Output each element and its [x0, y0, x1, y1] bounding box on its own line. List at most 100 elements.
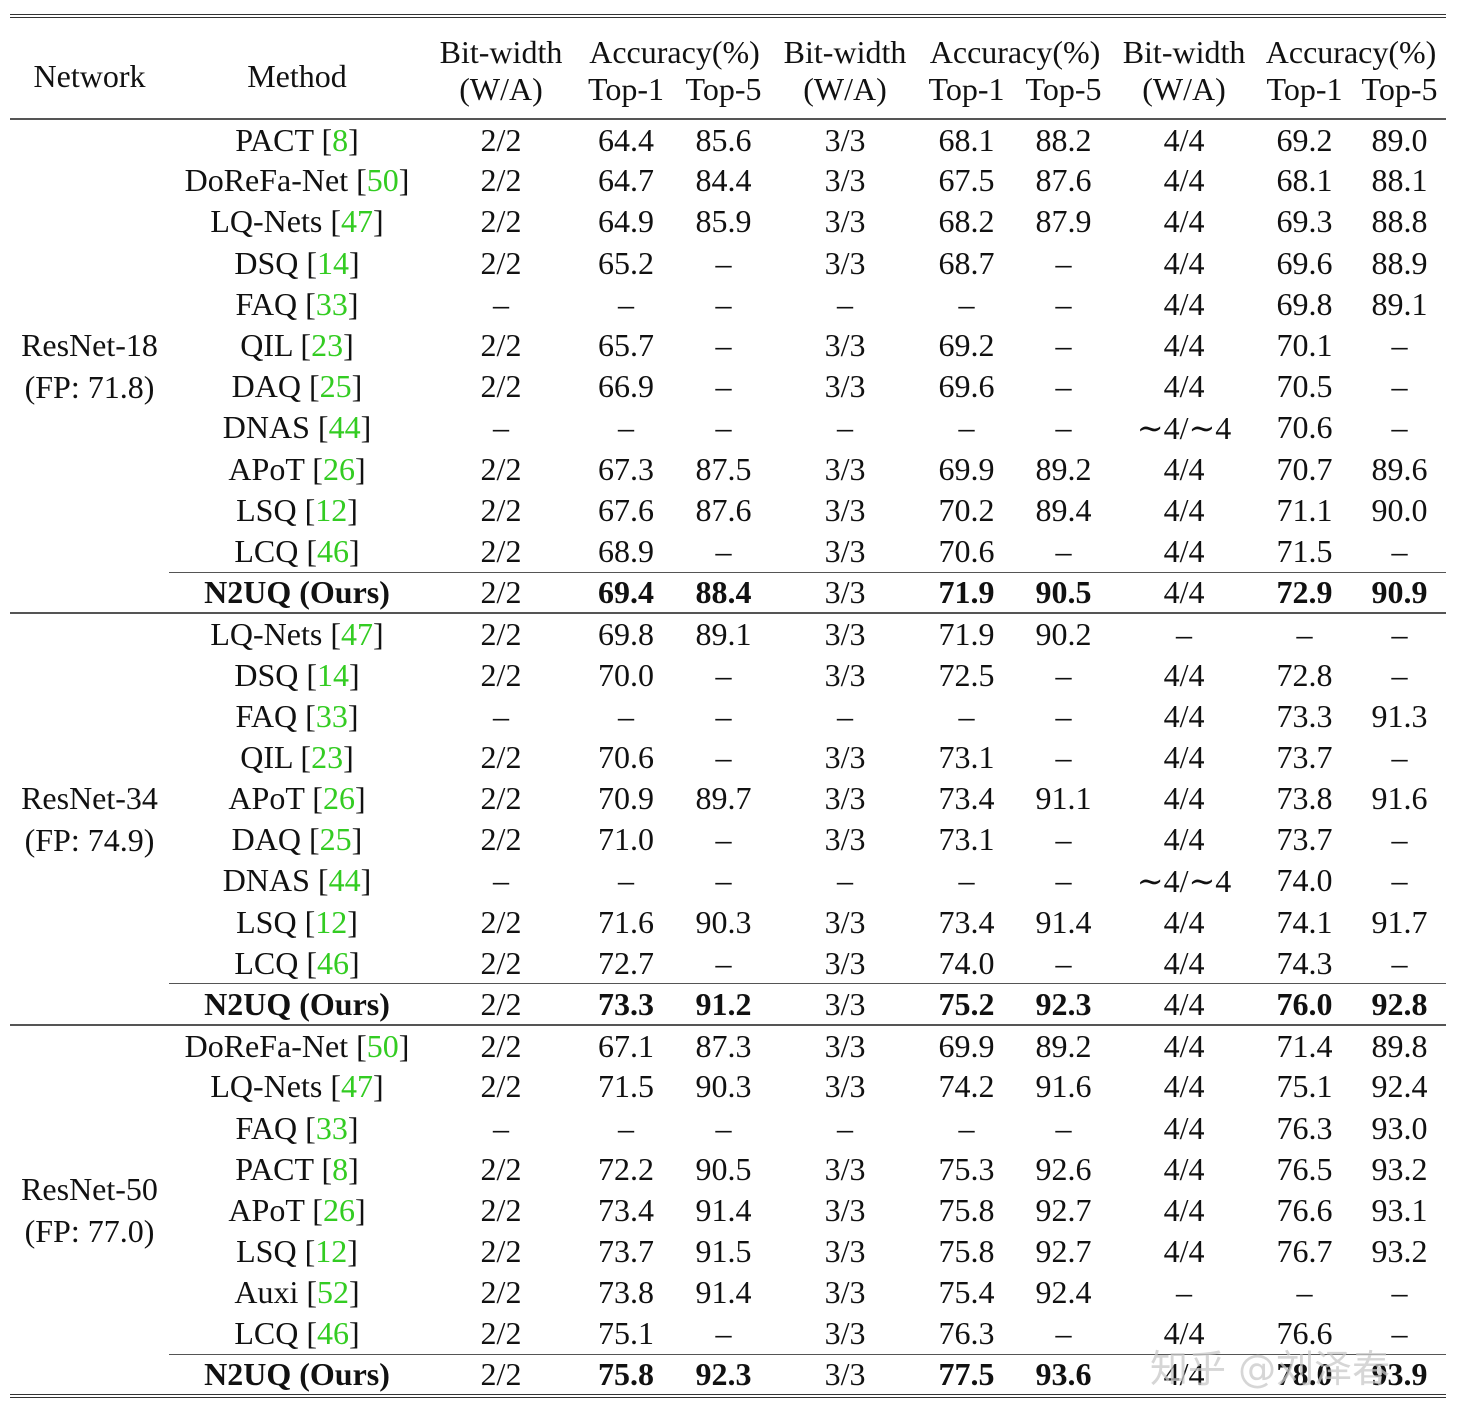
table-cell: 70.6: [598, 738, 654, 775]
table-cell: 76.5: [1276, 1150, 1333, 1187]
citation-link[interactable]: 46: [317, 1315, 349, 1352]
table-cell: 68.1: [1276, 162, 1333, 199]
table-cell: –: [1176, 1274, 1193, 1311]
table-cell: 4/4: [1163, 368, 1205, 405]
citation-link[interactable]: 33: [315, 285, 348, 322]
table-cell: –: [1055, 532, 1072, 569]
table-cell: 74.0: [1276, 862, 1333, 899]
method-cell: PACT [8]: [235, 1150, 359, 1187]
table-cell: –: [493, 862, 509, 899]
citation-link[interactable]: 12: [315, 903, 348, 940]
citation-link[interactable]: 50: [366, 1027, 399, 1064]
network-name: ResNet-18: [21, 327, 158, 364]
citation-link[interactable]: 8: [332, 1150, 349, 1187]
table-cell: –: [1296, 615, 1313, 652]
table-row: DoReFa-Net [50] 2/2 64.7 84.4 3/3 67.5 87.6 4/4…: [10, 160, 1446, 201]
citation-link[interactable]: 12: [315, 491, 348, 528]
table-row: APoT [26] 2/2 67.3 87.5 3/3 69.9 89.2 4/4 70.7 89…: [10, 449, 1446, 490]
citation-link[interactable]: 26: [322, 450, 355, 487]
table-cell: 90.5: [695, 1150, 752, 1187]
citation-link[interactable]: 26: [322, 1191, 355, 1228]
citation-link[interactable]: 26: [322, 780, 355, 817]
citation-link[interactable]: 46: [317, 532, 349, 569]
table-cell: 70.9: [598, 780, 654, 817]
network-name: ResNet-34: [21, 780, 158, 817]
table-cell: 75.4: [938, 1274, 995, 1311]
citation-link[interactable]: 50: [366, 162, 399, 199]
table-row: LCQ [46] 2/2 75.1 – 3/3 76.3 – 4/4 76.6 –: [10, 1313, 1446, 1354]
method-name: DNAS: [222, 862, 310, 899]
table-cell: –: [715, 368, 732, 405]
citation-link[interactable]: 23: [311, 738, 344, 775]
citation-link[interactable]: 33: [315, 697, 348, 734]
header-top5: Top-5: [685, 71, 762, 107]
citation-link[interactable]: 23: [311, 327, 344, 364]
table-cell: 3/3: [824, 1150, 866, 1187]
table-cell: 72.8: [1276, 656, 1333, 693]
table-cell: 4/4: [1163, 1027, 1205, 1064]
table-cell: 71.6: [598, 903, 654, 940]
citation-link[interactable]: 46: [317, 944, 349, 981]
table-cell: –: [493, 285, 509, 322]
table-cell: –: [837, 409, 854, 446]
citation-link[interactable]: 47: [340, 615, 373, 652]
table-cell: 91.4: [1035, 903, 1092, 940]
table-cell: 68.7: [938, 244, 995, 281]
table-cell: 69.2: [1276, 121, 1333, 158]
table-cell: 3/3: [824, 203, 866, 240]
table-cell: –: [1055, 1315, 1072, 1352]
table-cell: 2/2: [480, 1315, 522, 1352]
table-cell: –: [715, 285, 732, 322]
method-cell: LCQ [46]: [234, 1315, 360, 1352]
table-cell: –: [1055, 409, 1072, 446]
citation-link[interactable]: 44: [328, 409, 361, 446]
citation-link[interactable]: 14: [317, 656, 349, 693]
table-cell: 3/3: [772, 571, 919, 614]
table-cell: 4/4: [1163, 203, 1205, 240]
table-cell: 70.6: [1276, 409, 1333, 446]
table-cell: –: [1391, 327, 1408, 364]
table-cell: –: [1391, 1274, 1408, 1311]
table-cell: 72.5: [938, 656, 995, 693]
citation-link[interactable]: 44: [328, 862, 361, 899]
citation-link[interactable]: 25: [319, 821, 352, 858]
citation-link[interactable]: 47: [340, 1068, 373, 1105]
table-cell: 64.9: [598, 203, 654, 240]
method-cell: DSQ [14]: [234, 244, 360, 281]
table-cell: 73.4: [938, 903, 995, 940]
table-cell: 92.3: [675, 1354, 773, 1396]
network-fp: (FP: 71.8): [24, 369, 155, 406]
table-row: LQ-Nets [47] 2/2 64.9 85.9 3/3 68.2 87.9 4/4 69.…: [10, 201, 1446, 242]
table-cell: –: [618, 285, 634, 322]
table-cell: 72.9: [1256, 571, 1354, 614]
table-row: ResNet-18 (FP: 71.8) PACT [8] 2/2 64.4 85.6 3/…: [10, 119, 1446, 406]
table-row: Auxi [52] 2/2 73.8 91.4 3/3 75.4 92.4 – – –: [10, 1272, 1446, 1313]
table-cell: 2/2: [480, 821, 522, 858]
citation-link[interactable]: 8: [332, 121, 349, 158]
results-table: Network Method Bit-width Accuracy(%) Bit…: [10, 14, 1447, 1398]
table-row: LCQ [46] 2/2 72.7 – 3/3 74.0 – 4/4 74.3 –: [10, 943, 1446, 984]
citation-link[interactable]: 12: [315, 1233, 348, 1270]
table-cell: 3/3: [824, 1274, 866, 1311]
method-name: QIL: [240, 738, 293, 775]
method-cell: LCQ [46]: [234, 532, 360, 569]
table-row: FAQ [33] – – – – – – 4/4 76.3 93.0: [10, 1108, 1446, 1149]
table-cell: –: [715, 944, 732, 981]
table-cell: 4/4: [1163, 491, 1205, 528]
citation-link[interactable]: 33: [315, 1109, 348, 1146]
method-cell: DAQ [25]: [231, 368, 363, 405]
table-cell: 4/4: [1163, 162, 1205, 199]
table-cell: 2/2: [480, 944, 522, 981]
table-cell: 2/2: [425, 983, 577, 1026]
table-cell: 75.8: [938, 1233, 995, 1270]
citation-link[interactable]: 47: [340, 203, 373, 240]
table-cell: 3/3: [824, 1233, 866, 1270]
citation-link[interactable]: 25: [319, 368, 352, 405]
method-name: QIL: [240, 327, 293, 364]
table-cell: 71.1: [1276, 491, 1333, 528]
table-cell: 73.1: [938, 738, 995, 775]
citation-link[interactable]: 14: [317, 244, 349, 281]
network-cell: ResNet-18 (FP: 71.8): [10, 119, 169, 613]
table-cell: 73.4: [938, 780, 995, 817]
citation-link[interactable]: 52: [317, 1274, 349, 1311]
